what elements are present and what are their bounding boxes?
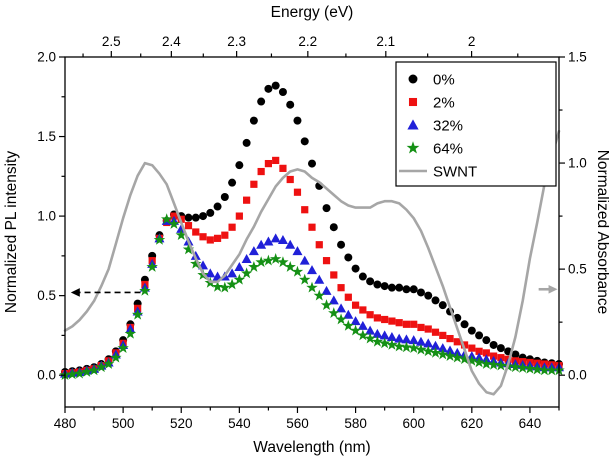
y-right-tick-label: 1.5	[568, 50, 587, 65]
pl-axis-arrow	[70, 288, 141, 297]
x-tick-label: 580	[344, 416, 367, 431]
legend-box	[395, 61, 557, 187]
x-tick-label: 500	[112, 416, 135, 431]
energy-tick-label: 2.1	[376, 34, 395, 49]
series-swnt	[63, 129, 561, 396]
y-left-tick-label: 0.0	[37, 368, 56, 383]
y-axis-left: 0.0 0.5 1.0 1.5 2.0 Normalized PL intensity	[3, 50, 65, 383]
energy-tick-label: 2.3	[227, 34, 246, 49]
legend-label: 2%	[433, 95, 455, 112]
x-tick-label: 540	[228, 416, 251, 431]
x-axis-title: Wavelength (nm)	[253, 439, 370, 456]
x-tick-label: 480	[54, 416, 77, 431]
energy-tick-label: 2.4	[162, 34, 181, 49]
legend-label: 64%	[433, 141, 463, 158]
plot-border	[64, 56, 560, 408]
legend-item-0pct: 0%	[408, 72, 455, 89]
y-left-tick-label: 2.0	[37, 50, 56, 65]
x-tick-label: 560	[286, 416, 309, 431]
y-axis-right: 0.0 0.5 1.0 1.5 Normalized Absorbance	[559, 50, 609, 383]
legend: 0% 2% 32% 64% SWNT	[395, 61, 557, 187]
legend-item-2pct: 2%	[408, 95, 455, 112]
y-left-tick-label: 1.5	[37, 129, 56, 144]
x-tick-label: 600	[402, 416, 425, 431]
energy-tick-label: 2.5	[102, 34, 121, 49]
y-right-tick-label: 1.0	[568, 156, 587, 171]
y-right-tick-label: 0.0	[568, 368, 587, 383]
abs-axis-arrow	[538, 284, 558, 294]
y-left-tick-label: 1.0	[37, 209, 56, 224]
x-tick-label: 640	[519, 416, 542, 431]
legend-label: 32%	[433, 118, 463, 135]
x-axis-bottom: 480 500 520 540 560 580 600 620 640 Wavelength (n…	[54, 407, 560, 456]
legend-item-32pct: 32%	[407, 118, 463, 135]
y-left-axis-title: Normalized PL intensity	[3, 151, 20, 313]
x-axis-top-energy: 2.5 2.4 2.3 2.2 2.1 2 Energy (eV)	[82, 4, 519, 57]
y-right-tick-label: 0.5	[568, 262, 587, 277]
x-tick-label: 620	[461, 416, 484, 431]
energy-tick-label: 2.2	[298, 34, 317, 49]
x-tick-label: 520	[170, 416, 193, 431]
axes: 480 500 520 540 560 580 600 620 640 Wavelength (n…	[3, 4, 609, 456]
top-axis-title: Energy (eV)	[271, 4, 354, 21]
legend-label: 0%	[433, 72, 455, 89]
energy-tick-label: 2	[468, 34, 476, 49]
legend-item-swnt: SWNT	[399, 164, 477, 181]
y-left-tick-label: 0.5	[37, 288, 56, 303]
y-right-axis-title: Normalized Absorbance	[594, 150, 609, 315]
legend-item-64pct: 64%	[406, 141, 463, 158]
legend-label: SWNT	[433, 164, 477, 181]
